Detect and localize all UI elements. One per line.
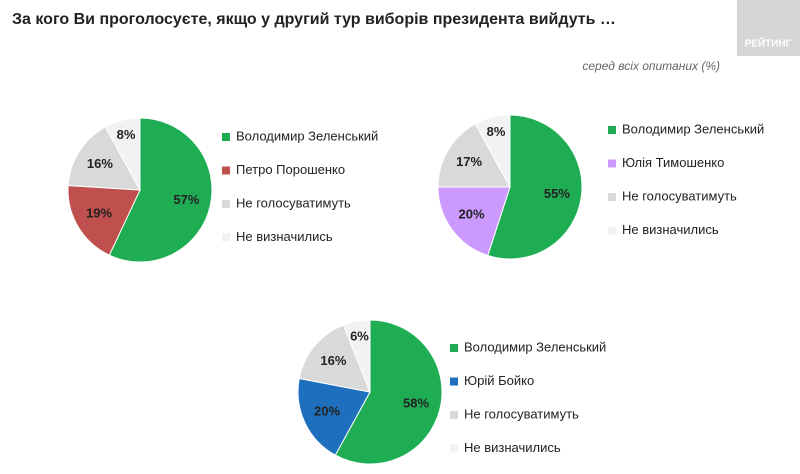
title: За кого Ви проголосуєте, якщо у другий т… [12,11,616,28]
legend-swatch [222,233,230,242]
pie-slice [437,123,511,188]
pie-slice [67,184,141,256]
data-label: 16% [87,156,113,171]
pie-slice [298,324,371,393]
data-label: 8% [117,127,136,142]
data-label: 20% [314,404,340,419]
data-label: 20% [459,206,485,221]
pie-slice [108,117,213,263]
legend-swatch [608,159,616,168]
legend-label: Не голосуватимуть [464,406,579,421]
legend-label: Не визначились [464,440,561,455]
pie-slice [334,319,443,465]
legend-label: Володимир Зеленський [236,128,378,143]
legend-label: Володимир Зеленський [622,121,764,136]
subtitle: серед всіх опитаних (%) [582,59,720,73]
data-label: 57% [173,192,199,207]
brand-box [737,0,800,56]
legend-swatch [608,193,616,201]
legend-label: Петро Порошенко [236,162,345,177]
data-label: 16% [320,353,346,368]
pie-slice [104,117,141,191]
data-label: 8% [487,124,506,139]
pie-slice [67,126,141,191]
legend-swatch [450,444,458,453]
data-label: 58% [403,395,429,410]
legend-label: Не голосуватимуть [622,188,737,203]
legend-swatch [450,344,458,352]
legend-swatch [222,166,230,175]
legend-label: Не визначились [236,229,333,244]
pie-slice [487,114,583,260]
data-label: 55% [544,186,570,201]
pie-slice [437,186,511,257]
data-label: 6% [350,328,369,343]
legend-swatch [450,411,458,419]
legend-swatch [222,200,230,208]
pie-slice [474,114,511,188]
legend-swatch [450,377,458,386]
legend-label: Не голосуватимуть [236,195,351,210]
data-label: 17% [456,154,482,169]
data-label: 19% [86,206,112,221]
legend-label: Не визначились [622,222,719,237]
legend-label: Юлія Тимошенко [622,155,724,170]
pie-slice [342,319,371,393]
pie-slice [297,377,371,456]
legend-label: Володимир Зеленський [464,339,606,354]
legend-swatch [222,133,230,141]
legend-label: Юрій Бойко [464,373,534,388]
legend-swatch [608,226,616,235]
legend-swatch [608,126,616,134]
brand: РЕЙТИНГ [745,37,792,50]
